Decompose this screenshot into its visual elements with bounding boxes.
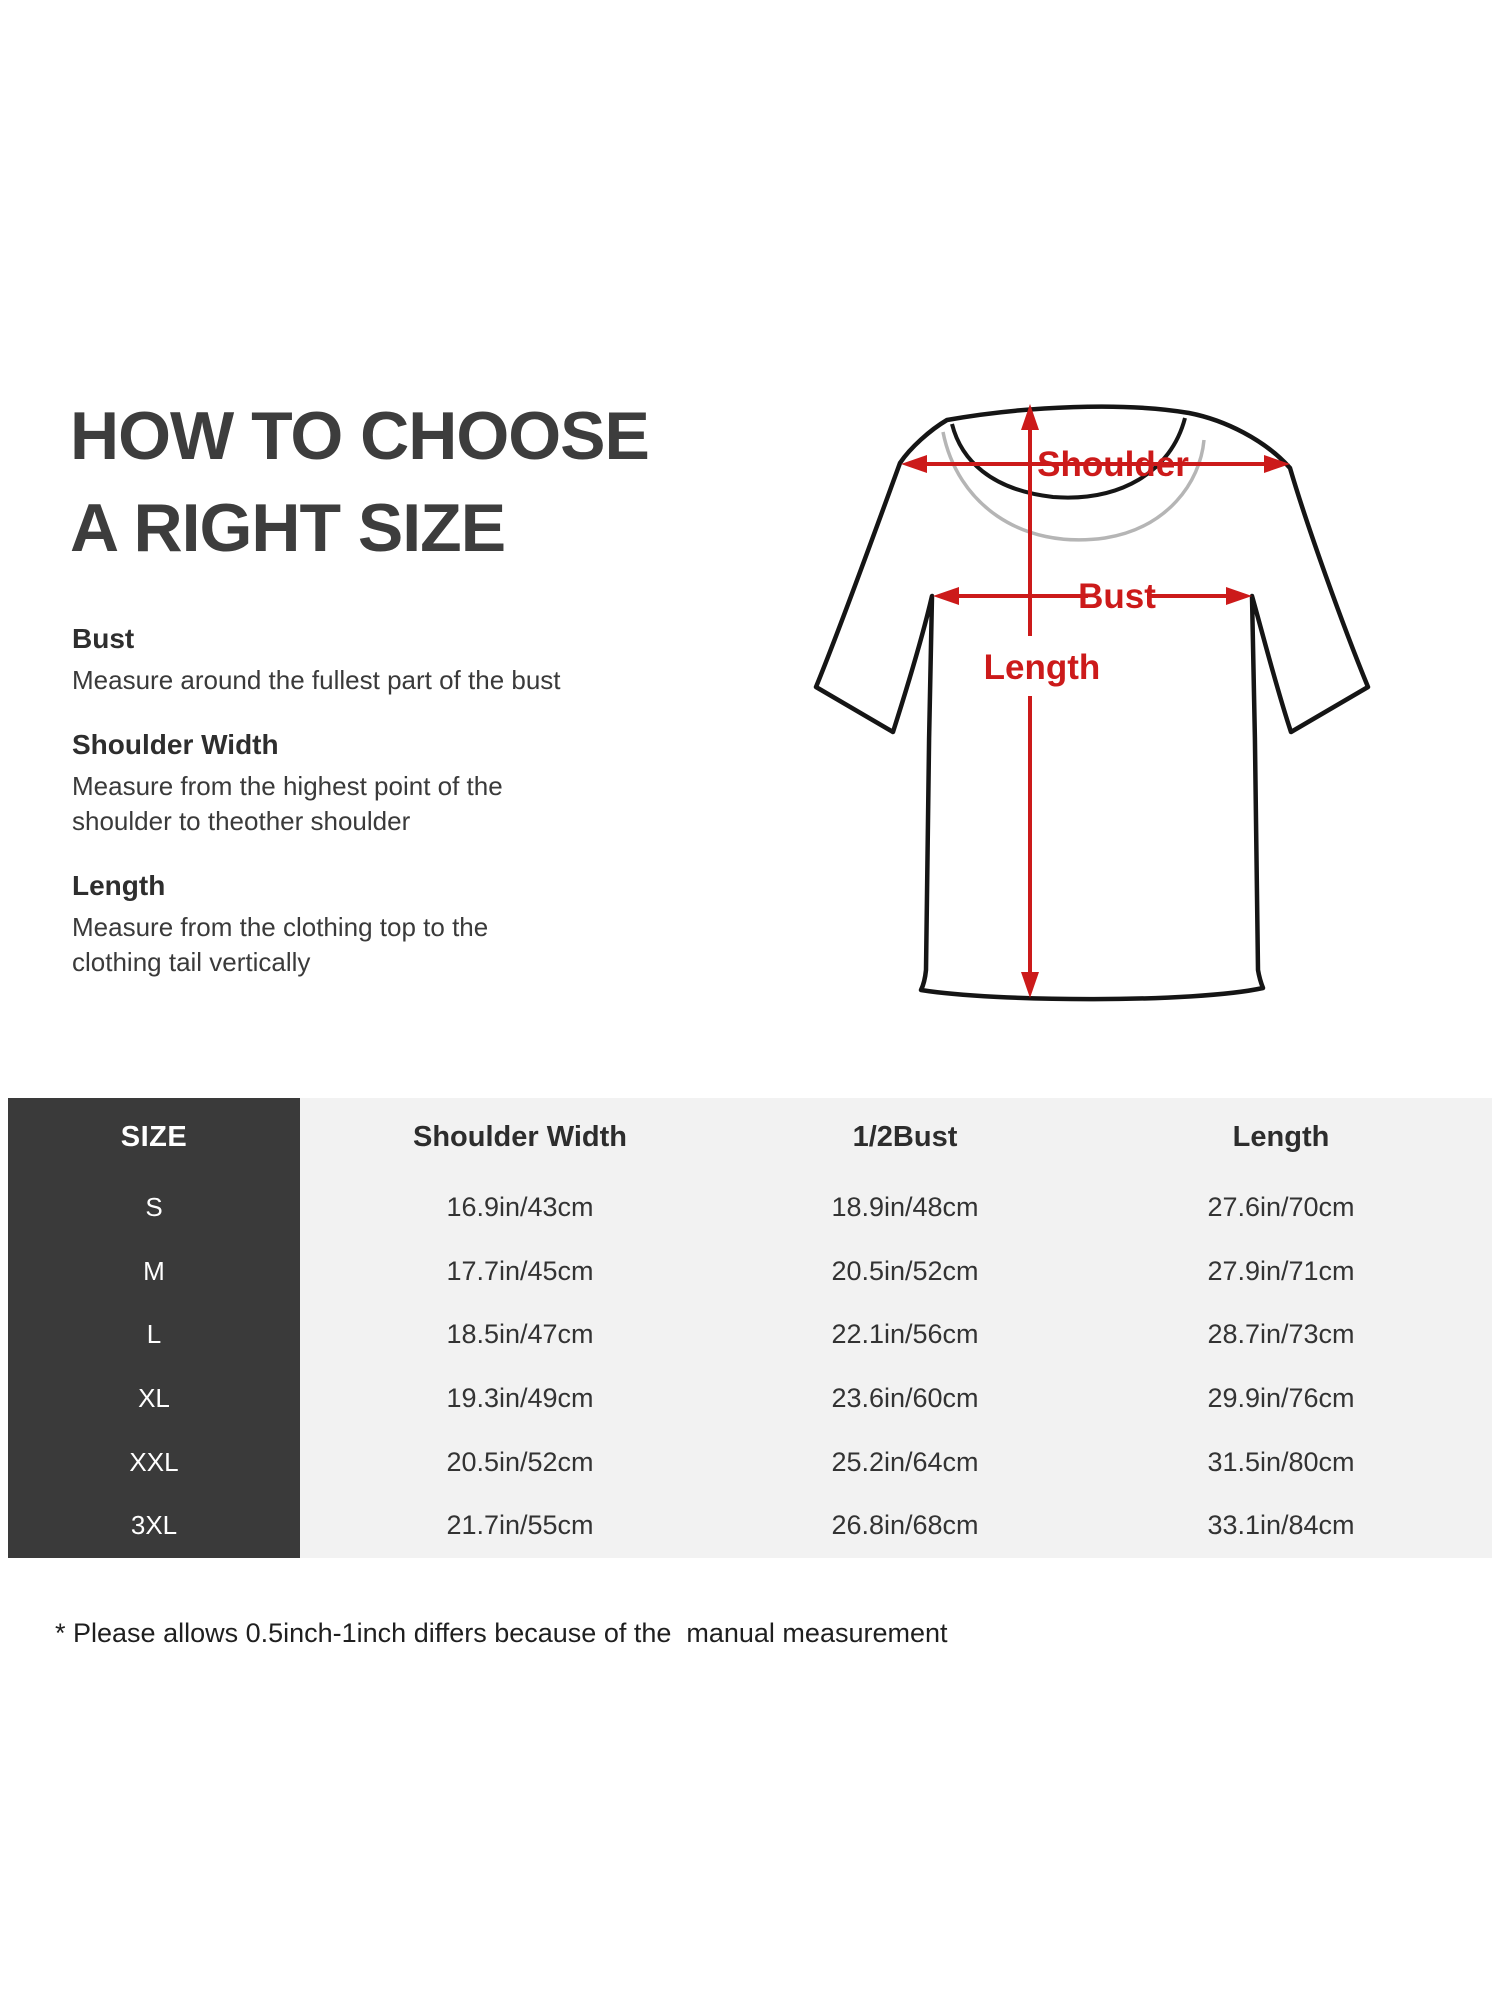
instruction-description: Measure around the fullest part of the b… <box>72 665 561 695</box>
size-table-cell-shoulder-width: 17.7in/45cm <box>300 1239 740 1304</box>
bust-arrowhead-left <box>933 587 959 605</box>
size-table-cell-half-bust: 22.1in/56cm <box>740 1303 1070 1367</box>
size-table-header-shoulder-width: Shoulder Width <box>300 1098 740 1176</box>
size-table-row-size: XXL <box>8 1430 300 1494</box>
instruction-title: Length <box>72 870 166 901</box>
size-table-cell-length: 33.1in/84cm <box>1070 1493 1492 1558</box>
shoulder-arrowhead-right <box>1264 455 1290 473</box>
page-title-line1: HOW TO CHOOSE <box>70 398 650 474</box>
size-table-cell-half-bust: 25.2in/64cm <box>740 1430 1070 1494</box>
tshirt-outline <box>813 404 1371 1002</box>
size-table-cell-shoulder-width: 21.7in/55cm <box>300 1493 740 1558</box>
size-table-cell-length: 28.7in/73cm <box>1070 1303 1492 1367</box>
instruction-title: Shoulder Width <box>72 729 279 760</box>
length-arrowhead-down <box>1021 972 1039 998</box>
collar-opening <box>950 417 1187 500</box>
size-table-cell-shoulder-width: 16.9in/43cm <box>300 1176 740 1240</box>
size-table-cell-length: 31.5in/80cm <box>1070 1430 1492 1494</box>
instruction-description: Measure from the highest point of the sh… <box>72 771 503 836</box>
page-title-line2: A RIGHT SIZE <box>70 490 506 566</box>
instruction-description: Measure from the clothing top to the clo… <box>72 912 489 977</box>
size-table-cell-half-bust: 18.9in/48cm <box>740 1176 1070 1240</box>
bust-label: Bust <box>1078 577 1156 616</box>
bust-arrowhead-right <box>1226 587 1252 605</box>
instruction-shoulder-width: Shoulder Width Measure from the highest … <box>72 728 712 839</box>
measurement-disclaimer: * Please allows 0.5inch-1inch differs be… <box>55 1618 948 1648</box>
size-table-cell-half-bust: 20.5in/52cm <box>740 1239 1070 1304</box>
size-table-cell-shoulder-width: 20.5in/52cm <box>300 1430 740 1494</box>
size-table-cell-length: 27.6in/70cm <box>1070 1176 1492 1240</box>
size-table-header-length: Length <box>1070 1098 1492 1176</box>
size-table-row-size: L <box>8 1303 300 1367</box>
size-table-header-half-bust: 1/2Bust <box>740 1098 1070 1176</box>
instruction-title: Bust <box>72 623 135 654</box>
size-table: SIZE Shoulder Width 1/2Bust Length S 16.… <box>8 1098 1492 1558</box>
instruction-length: Length Measure from the clothing top to … <box>72 869 712 980</box>
measuring-instructions: Bust Measure around the fullest part of … <box>72 622 712 1010</box>
size-table-cell-shoulder-width: 18.5in/47cm <box>300 1303 740 1367</box>
size-table-cell-half-bust: 26.8in/68cm <box>740 1493 1070 1558</box>
size-table-cell-length: 29.9in/76cm <box>1070 1366 1492 1431</box>
tshirt-measurement-diagram: Shoulder Bust Length <box>795 398 1380 1033</box>
page-title: HOW TO CHOOSE A RIGHT SIZE <box>70 390 650 574</box>
size-table-row-size: XL <box>8 1366 300 1431</box>
size-table-cell-shoulder-width: 19.3in/49cm <box>300 1366 740 1431</box>
size-table-cell-half-bust: 23.6in/60cm <box>740 1366 1070 1431</box>
size-table-row-size: M <box>8 1239 300 1304</box>
tshirt-diagram-svg: Shoulder Bust Length <box>813 404 1371 1002</box>
size-table-row-size: S <box>8 1176 300 1240</box>
shoulder-label: Shoulder <box>1037 445 1189 484</box>
length-arrowhead-up <box>1021 404 1039 430</box>
collar-shadow <box>941 431 1206 542</box>
size-table-cell-length: 27.9in/71cm <box>1070 1239 1492 1304</box>
size-table-header-size: SIZE <box>8 1098 300 1176</box>
instruction-bust: Bust Measure around the fullest part of … <box>72 622 712 698</box>
shoulder-arrowhead-left <box>901 455 927 473</box>
length-label: Length <box>984 648 1101 687</box>
size-table-row-size: 3XL <box>8 1493 300 1558</box>
